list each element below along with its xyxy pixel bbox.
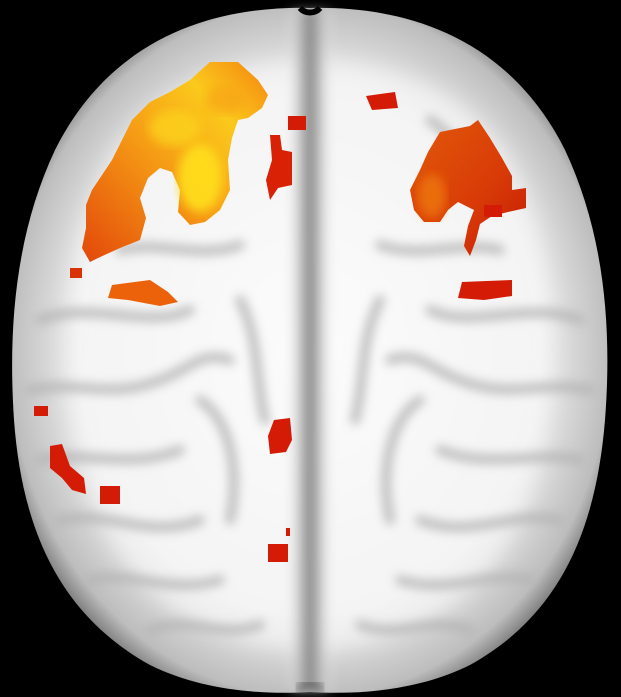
brain-tissue — [12, 5, 608, 694]
cluster-left-parietal — [34, 406, 120, 504]
activation-overlay — [34, 62, 526, 562]
cluster-right-frontal-small-top — [366, 92, 398, 110]
cluster-medial-left-lower — [268, 544, 288, 562]
cluster-medial-left-upper — [288, 116, 306, 130]
cluster-right-frontal — [410, 120, 526, 256]
cluster-right-frontal-lower — [458, 280, 512, 300]
cluster-left-frontal-small — [108, 280, 178, 306]
cluster-medial-left-mid — [268, 418, 292, 454]
